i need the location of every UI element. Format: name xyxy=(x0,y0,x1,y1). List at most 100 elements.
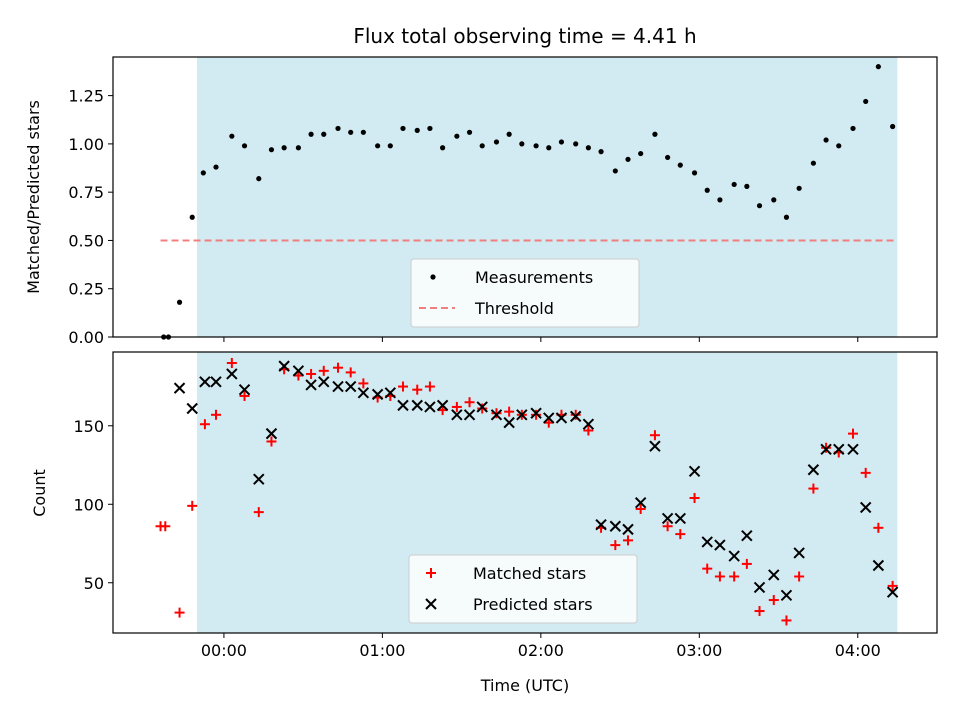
x-marker-b xyxy=(278,360,290,372)
data-point xyxy=(768,569,780,581)
data-point xyxy=(504,406,515,417)
data-point xyxy=(793,547,805,559)
data-point xyxy=(305,379,317,391)
x-marker-b xyxy=(238,383,251,396)
data-point xyxy=(454,133,460,139)
x-marker-b xyxy=(226,368,238,380)
x-marker-b xyxy=(807,464,820,476)
data-point xyxy=(211,409,221,420)
data-point xyxy=(688,465,701,478)
data-point xyxy=(241,143,248,149)
data-point xyxy=(598,149,604,155)
legend-label: Measurements xyxy=(475,268,593,287)
data-point xyxy=(278,360,290,372)
x-tick-label: 01:00 xyxy=(359,641,405,660)
data-point xyxy=(701,536,713,548)
data-point xyxy=(440,145,446,151)
x-axis-label: Time (UTC) xyxy=(480,676,569,695)
data-point xyxy=(741,558,752,569)
data-point xyxy=(833,443,845,456)
x-marker-b xyxy=(173,382,186,394)
data-point xyxy=(780,589,793,602)
data-point xyxy=(634,496,647,509)
x-marker-b xyxy=(674,512,686,525)
x-marker-b xyxy=(741,529,753,542)
data-point xyxy=(570,410,582,423)
legend-label: Matched stars xyxy=(473,564,586,583)
x-marker-b xyxy=(570,410,582,423)
data-point xyxy=(754,606,765,617)
data-point xyxy=(661,512,674,525)
data-point xyxy=(609,520,622,532)
series-measurements xyxy=(161,64,896,340)
data-point xyxy=(266,436,277,447)
data-point xyxy=(810,160,817,166)
data-point xyxy=(570,409,581,420)
legend-label: Threshold xyxy=(474,299,554,318)
data-point xyxy=(848,428,859,439)
data-point xyxy=(836,143,842,149)
data-point xyxy=(677,162,683,168)
x-marker-b xyxy=(780,589,793,602)
data-point xyxy=(887,580,898,591)
x-marker-b xyxy=(543,412,555,424)
data-point xyxy=(345,367,356,378)
data-point xyxy=(375,143,381,149)
data-point xyxy=(794,571,805,582)
x-marker-b xyxy=(728,550,740,562)
data-point xyxy=(756,203,763,209)
data-point xyxy=(464,397,475,408)
y-tick-label: 1.25 xyxy=(68,87,104,106)
data-point xyxy=(424,381,435,392)
data-point xyxy=(400,125,406,132)
data-point xyxy=(476,401,488,413)
data-point xyxy=(210,376,222,388)
data-point xyxy=(823,137,829,143)
y-tick-label: 0.50 xyxy=(68,231,104,250)
data-point xyxy=(427,125,433,132)
x-marker-b xyxy=(649,440,661,452)
data-point xyxy=(860,467,871,478)
data-point xyxy=(847,443,859,456)
data-point xyxy=(295,145,301,151)
data-point xyxy=(466,129,473,135)
data-point xyxy=(412,384,423,395)
x-marker-b xyxy=(886,586,899,598)
data-point xyxy=(582,418,595,430)
data-point xyxy=(689,492,700,503)
data-point xyxy=(820,443,832,456)
data-point xyxy=(292,365,305,377)
x-tick-label: 00:00 xyxy=(201,641,247,660)
x-marker-b xyxy=(210,376,222,388)
x-marker-b xyxy=(425,598,437,610)
data-point xyxy=(265,427,278,440)
x-marker-b xyxy=(859,501,872,514)
data-point xyxy=(863,98,869,105)
x-marker-b xyxy=(371,388,384,401)
data-point xyxy=(652,131,658,137)
data-point xyxy=(583,425,594,436)
data-point xyxy=(176,299,183,305)
data-point xyxy=(859,501,872,514)
top-y-axis-label: Matched/Predicted stars xyxy=(24,100,43,294)
data-point xyxy=(238,383,251,396)
x-marker-b xyxy=(622,523,634,536)
x-marker-b xyxy=(476,401,488,413)
legend-box xyxy=(408,554,638,624)
data-point xyxy=(585,145,591,151)
data-point xyxy=(451,409,463,421)
plot-frame-counts xyxy=(112,351,938,634)
data-point xyxy=(612,168,618,174)
x-marker-b xyxy=(555,412,568,424)
data-point xyxy=(625,156,631,162)
data-point xyxy=(477,403,488,414)
data-point xyxy=(344,380,357,393)
data-point xyxy=(229,133,235,139)
data-point xyxy=(704,187,710,193)
data-point xyxy=(397,381,408,392)
data-point xyxy=(744,183,750,189)
data-point xyxy=(714,571,725,582)
data-point xyxy=(397,399,409,412)
data-point xyxy=(490,409,503,421)
